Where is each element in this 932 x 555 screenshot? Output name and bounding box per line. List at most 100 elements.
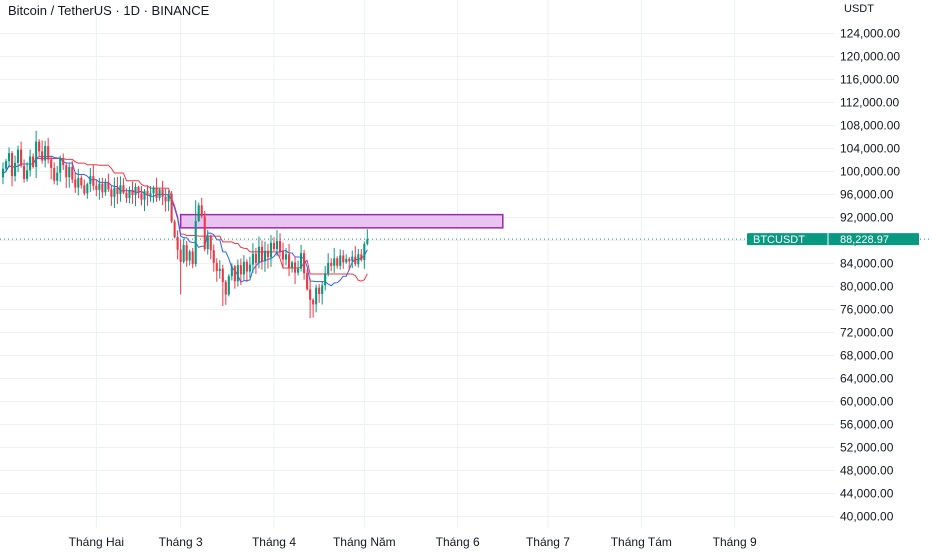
candle-body: [363, 243, 366, 261]
candle-body: [345, 258, 348, 263]
candle-body: [333, 258, 336, 266]
candle-body: [257, 246, 260, 263]
candle-body: [318, 287, 321, 294]
y-tick-label: 52,000.00: [840, 441, 894, 455]
candle-body: [101, 183, 104, 193]
candle-body: [107, 182, 110, 190]
candle-body: [167, 193, 170, 202]
candle-body: [14, 162, 17, 177]
candle-body: [155, 188, 158, 198]
candle-body: [309, 289, 312, 300]
candle-body: [68, 166, 71, 178]
x-tick-label: Tháng 6: [436, 535, 480, 549]
y-tick-label: 60,000.00: [840, 395, 894, 409]
candle-body: [161, 189, 164, 197]
candle-body: [146, 191, 149, 196]
candle-body: [203, 216, 206, 250]
candle-body: [290, 262, 294, 268]
candle-body: [179, 249, 182, 262]
candle-body: [336, 258, 339, 266]
candle-body: [212, 250, 215, 263]
candle-body: [221, 268, 224, 282]
candle-body: [7, 153, 11, 162]
candle-body: [248, 264, 251, 272]
candle-body: [20, 149, 23, 166]
candle-body: [128, 189, 131, 198]
candle-body: [330, 262, 333, 266]
candle-body: [56, 172, 59, 181]
candle-body: [324, 273, 327, 286]
candle-body: [44, 146, 47, 161]
last-price-label: 88,228.97: [840, 234, 889, 246]
candle-body: [354, 256, 357, 265]
price-axis[interactable]: 124,000.00 120,000.00 116,000.00 112,000.00…: [840, 27, 900, 524]
candle-body: [4, 161, 8, 169]
grid-lines: [0, 0, 834, 528]
candle-body: [321, 285, 324, 294]
candle-body: [339, 255, 342, 266]
candle-body: [197, 205, 200, 221]
candle-body: [242, 261, 245, 275]
candle-body: [92, 176, 95, 186]
candle-body: [104, 182, 107, 193]
candle-body: [122, 185, 125, 193]
candle-body: [351, 256, 354, 262]
y-tick-label: 108,000.00: [840, 119, 900, 133]
resistance-zone[interactable]: [179, 213, 504, 229]
candle-body: [164, 196, 167, 202]
candle-body: [191, 251, 194, 265]
time-axis[interactable]: Tháng Hai Tháng 3 Tháng 4 Tháng Năm Tháng 6 T…: [69, 535, 757, 549]
x-tick-label: Tháng Năm: [333, 535, 396, 549]
zone-rectangle[interactable]: [179, 213, 504, 229]
candle-body: [185, 245, 188, 261]
y-tick-label: 72,000.00: [840, 326, 894, 340]
candle-body: [53, 168, 56, 181]
candle-body: [131, 189, 134, 196]
y-tick-label: 80,000.00: [840, 280, 894, 294]
candle-body: [89, 176, 92, 185]
candle-body: [119, 185, 122, 194]
candle-body: [209, 235, 212, 251]
y-tick-label: 48,000.00: [840, 464, 894, 478]
candle-body: [239, 265, 242, 275]
y-tick-label: 112,000.00: [840, 96, 899, 110]
y-tick-label: 96,000.00: [840, 188, 894, 202]
candle-body: [32, 156, 35, 167]
candle-body: [170, 193, 173, 222]
candle-body: [303, 253, 306, 274]
candle-body: [176, 237, 179, 250]
candle-body: [80, 177, 83, 186]
candle-body: [152, 188, 155, 194]
candle-body: [35, 141, 38, 167]
candle-body: [254, 253, 257, 263]
candle-body: [149, 193, 152, 196]
candle-body: [188, 251, 191, 261]
y-tick-label: 76,000.00: [840, 303, 894, 317]
candle-body: [224, 281, 227, 295]
candle-body: [348, 258, 351, 262]
x-tick-label: Tháng 3: [159, 535, 203, 549]
candle-body: [98, 183, 101, 190]
candle-body: [125, 192, 128, 198]
candle-body: [306, 273, 309, 290]
candle-body: [312, 299, 315, 305]
candle-body: [218, 268, 221, 271]
y-tick-label: 40,000.00: [840, 510, 894, 524]
candle-body: [26, 170, 29, 179]
y-tick-label: 120,000.00: [840, 50, 900, 64]
candle-body: [95, 185, 98, 190]
candle-body: [327, 262, 330, 274]
candle-body: [113, 187, 116, 197]
candle-body: [275, 241, 279, 250]
x-tick-label: Tháng Tám: [611, 535, 672, 549]
y-tick-label: 92,000.00: [840, 211, 894, 225]
candle-body: [360, 254, 363, 261]
candle-body: [227, 276, 230, 295]
candle-body: [23, 165, 26, 179]
candle-body: [143, 191, 146, 200]
candle-body: [366, 239, 369, 244]
candle-body: [41, 151, 44, 161]
candle-body: [245, 261, 248, 272]
